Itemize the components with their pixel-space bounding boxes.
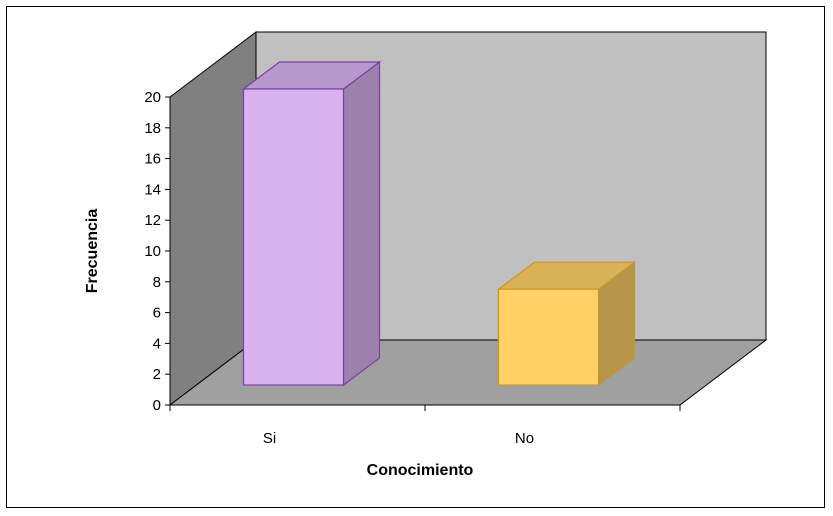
y-tick-label: 12 (144, 212, 161, 229)
bars (241, 60, 637, 387)
bar-si (241, 60, 382, 387)
x-axis-ticks: Si No (169, 405, 681, 447)
y-tick-label: 2 (153, 366, 161, 383)
y-tick-label: 6 (153, 305, 161, 322)
y-axis-title: Frecuencia (84, 209, 101, 294)
x-tick-label: Si (263, 430, 276, 447)
y-tick-label: 0 (153, 397, 161, 414)
bar-front (497, 288, 600, 386)
y-tick-label: 8 (153, 274, 161, 291)
bar-front (242, 88, 345, 386)
x-axis-title: Conocimiento (367, 462, 474, 479)
x-tick-label: No (515, 430, 534, 447)
y-tick-label: 18 (144, 120, 161, 137)
y-tick-label: 4 (153, 335, 161, 352)
y-tick-label: 14 (144, 181, 161, 198)
y-tick-label: 20 (144, 89, 161, 106)
bar-no (496, 261, 637, 387)
bar-side (342, 60, 381, 387)
y-tick-label: 16 (144, 151, 161, 168)
y-tick-label: 10 (144, 243, 161, 260)
y-axis-ticks: 0 2 4 6 8 10 12 14 16 18 20 (144, 89, 170, 414)
